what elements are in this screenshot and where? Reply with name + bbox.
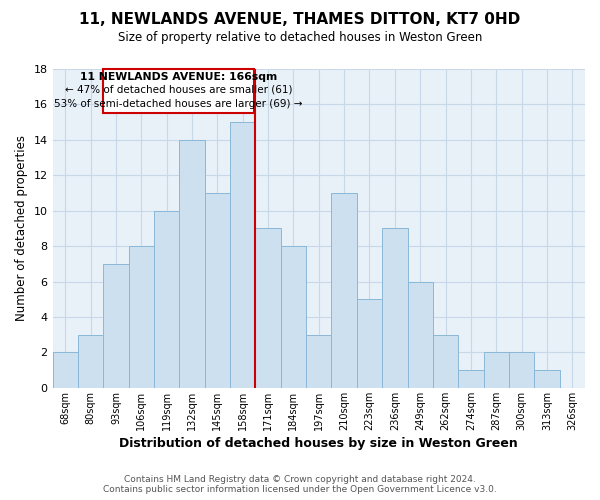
X-axis label: Distribution of detached houses by size in Weston Green: Distribution of detached houses by size …	[119, 437, 518, 450]
Bar	[103, 264, 128, 388]
Bar	[154, 210, 179, 388]
Text: 53% of semi-detached houses are larger (69) →: 53% of semi-detached houses are larger (…	[55, 100, 303, 110]
Bar	[230, 122, 256, 388]
Bar	[331, 193, 357, 388]
Bar	[128, 246, 154, 388]
Bar	[281, 246, 306, 388]
Y-axis label: Number of detached properties: Number of detached properties	[15, 136, 28, 322]
Bar	[205, 193, 230, 388]
Bar	[407, 282, 433, 388]
Text: ← 47% of detached houses are smaller (61): ← 47% of detached houses are smaller (61…	[65, 84, 292, 94]
FancyBboxPatch shape	[103, 69, 254, 114]
Bar	[458, 370, 484, 388]
Bar	[509, 352, 534, 388]
Text: Contains public sector information licensed under the Open Government Licence v3: Contains public sector information licen…	[103, 485, 497, 494]
Bar	[357, 300, 382, 388]
Bar	[534, 370, 560, 388]
Bar	[78, 335, 103, 388]
Text: 11, NEWLANDS AVENUE, THAMES DITTON, KT7 0HD: 11, NEWLANDS AVENUE, THAMES DITTON, KT7 …	[79, 12, 521, 28]
Bar	[53, 352, 78, 388]
Text: Contains HM Land Registry data © Crown copyright and database right 2024.: Contains HM Land Registry data © Crown c…	[124, 475, 476, 484]
Bar	[256, 228, 281, 388]
Bar	[433, 335, 458, 388]
Bar	[179, 140, 205, 388]
Bar	[306, 335, 331, 388]
Text: Size of property relative to detached houses in Weston Green: Size of property relative to detached ho…	[118, 31, 482, 44]
Text: 11 NEWLANDS AVENUE: 166sqm: 11 NEWLANDS AVENUE: 166sqm	[80, 72, 277, 82]
Bar	[484, 352, 509, 388]
Bar	[382, 228, 407, 388]
